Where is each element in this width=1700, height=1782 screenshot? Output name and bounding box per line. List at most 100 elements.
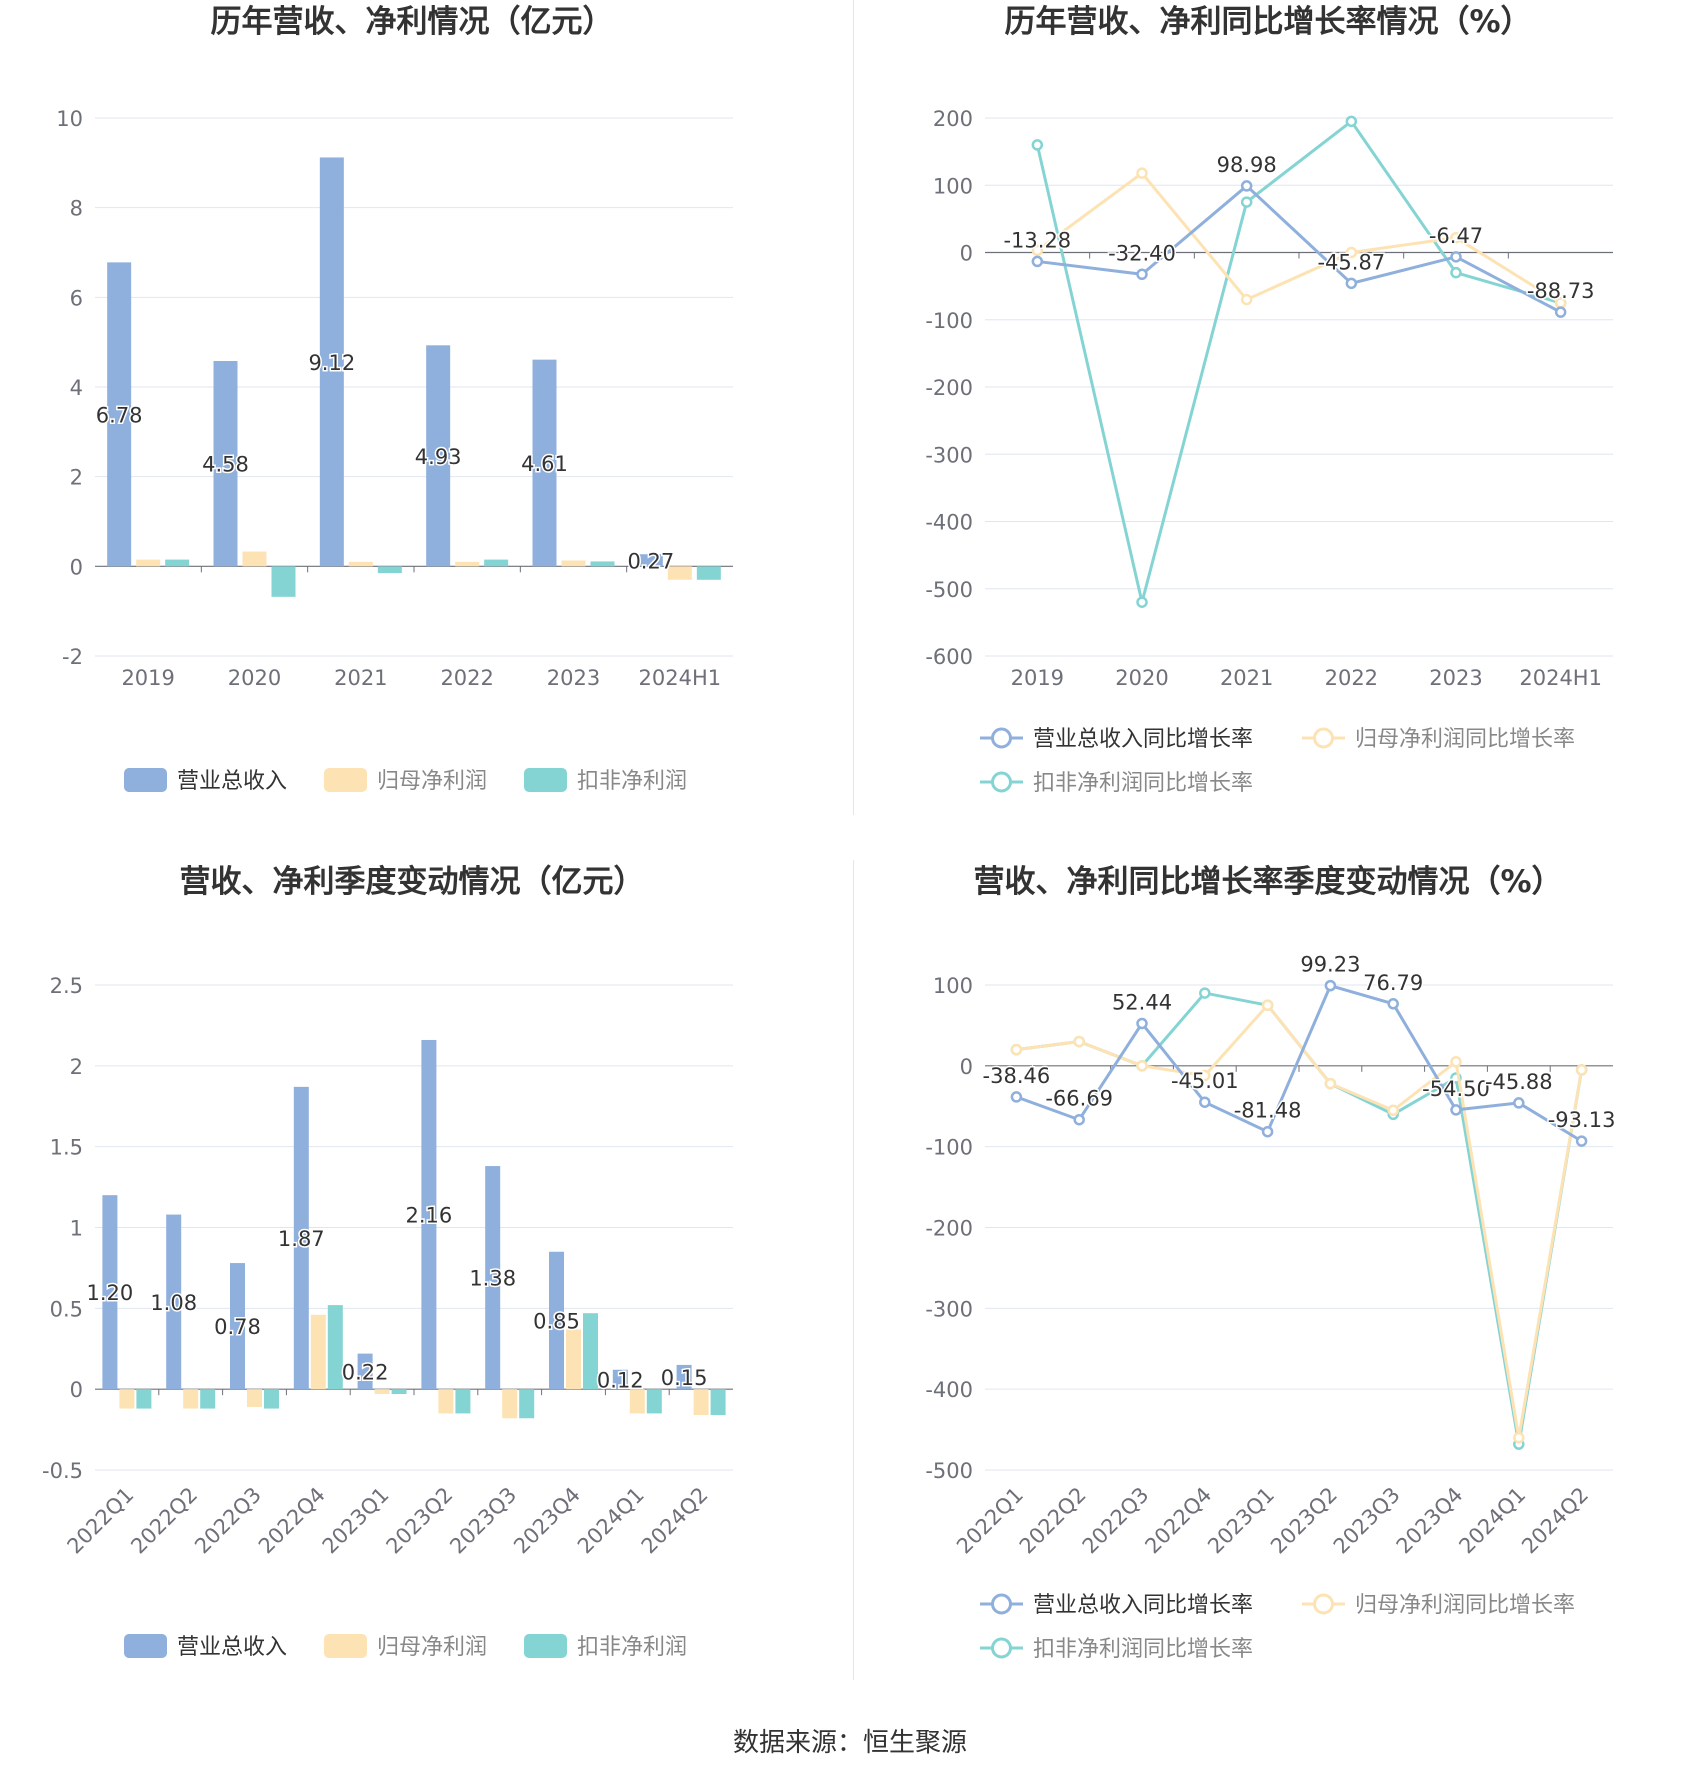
data-label: 99.23 — [1300, 953, 1360, 977]
data-label: -54.50 — [1422, 1077, 1490, 1101]
data-label: -45.88 — [1485, 1070, 1553, 1094]
data-point — [1513, 1431, 1525, 1444]
data-label: -6.47 — [1429, 224, 1483, 248]
data-label: 98.98 — [1217, 153, 1277, 177]
data-point — [1450, 266, 1462, 279]
data-point — [1136, 268, 1148, 281]
data-label: 0.12 — [597, 1368, 644, 1392]
data-label: 2.16 — [406, 1204, 453, 1228]
data-point — [1240, 180, 1253, 192]
legend-label: 营业总收入同比增长率 — [1033, 1593, 1253, 1618]
data-point — [1031, 255, 1044, 268]
legend-swatch — [1313, 727, 1334, 749]
data-point — [1387, 1104, 1399, 1117]
chart-quarterly-revenue-profit: 营收、净利季度变动情况（亿元） 2.5 2 1.5 1 0.5 0 -0.5 2022Q1 202… — [0, 860, 850, 1690]
series-line-adjusted-profit — [1035, 119, 1562, 603]
bar-net-profit — [136, 559, 161, 567]
data-label: -38.46 — [983, 1064, 1051, 1088]
bar-revenue — [549, 1251, 564, 1390]
bar-adjusted-profit — [710, 1389, 726, 1416]
series-line-revenue — [1037, 183, 1562, 314]
data-label: 1.38 — [469, 1267, 516, 1291]
data-point — [1387, 998, 1399, 1010]
bar-net-profit — [374, 1389, 390, 1395]
bar-adjusted-profit — [519, 1389, 535, 1419]
data-point — [1324, 979, 1337, 992]
data-point — [1240, 293, 1253, 306]
data-point — [1450, 251, 1462, 263]
y-tick-label: -200 — [925, 1217, 973, 1241]
bar-net-profit — [119, 1389, 135, 1409]
x-tick-label: 2021 — [1220, 666, 1273, 690]
x-tick-label: 2021 — [334, 666, 387, 690]
legend-label: 营业总收入 — [177, 1635, 287, 1660]
legend-swatch — [991, 1637, 1012, 1659]
data-point — [1136, 1060, 1148, 1072]
x-tick-label: 2019 — [121, 666, 174, 690]
x-tick-label: 2022Q1 — [63, 1483, 139, 1559]
data-point — [1575, 1135, 1588, 1147]
bar-adjusted-profit — [391, 1389, 407, 1395]
bar-net-profit — [183, 1389, 199, 1409]
data-label: 4.93 — [415, 445, 462, 469]
data-point — [1575, 1064, 1588, 1076]
legend-swatch — [524, 768, 567, 792]
legend-label: 扣非净利润 — [577, 769, 687, 794]
y-tick-label: -2 — [62, 645, 83, 669]
data-label: 9.12 — [308, 351, 355, 375]
y-tick-label: -300 — [925, 443, 973, 467]
data-label: 0.15 — [661, 1366, 708, 1390]
legend-swatch — [1313, 1593, 1334, 1615]
x-tick-label: 2022Q4 — [1140, 1483, 1216, 1559]
x-tick-label: 2020 — [228, 666, 281, 690]
legend-label: 营业总收入 — [177, 769, 287, 794]
x-tick-label: 2020 — [1115, 666, 1168, 690]
data-label: -45.87 — [1317, 250, 1385, 274]
bar-revenue — [421, 1039, 437, 1390]
bar-adjusted-profit — [327, 1305, 343, 1390]
x-tick-label: 2022Q3 — [1078, 1483, 1154, 1559]
bar-net-profit — [247, 1389, 262, 1407]
divider-bottom — [853, 860, 854, 1680]
bar-adjusted-profit — [264, 1389, 279, 1409]
legend-swatch — [124, 768, 167, 792]
x-tick-label: 2023Q2 — [382, 1483, 458, 1559]
line-chart-annual-growth: 历年营收、净利同比增长率情况（%） 200 100 0 -100 -200 -300 -400… — [925, 4, 1613, 796]
bar-net-profit — [629, 1389, 645, 1414]
data-point — [1450, 231, 1462, 244]
data-point — [1450, 1056, 1462, 1068]
bar-net-profit — [693, 1389, 709, 1416]
y-tick-label: 2 — [70, 466, 83, 490]
data-point — [1554, 306, 1567, 318]
x-tick-label: 2023Q1 — [318, 1483, 394, 1559]
legend-swatch — [991, 727, 1012, 749]
y-tick-label: 2.5 — [50, 974, 83, 998]
chart-title: 营收、净利季度变动情况（亿元） — [180, 864, 645, 900]
data-point — [1199, 987, 1211, 999]
legend-label: 归母净利润同比增长率 — [1355, 727, 1575, 752]
data-label: 0.27 — [627, 549, 674, 573]
data-point — [1136, 1017, 1148, 1030]
bar-adjusted-profit — [590, 561, 615, 567]
y-tick-label: -400 — [925, 1378, 973, 1402]
data-label: 4.61 — [521, 452, 568, 476]
bar-revenue — [230, 1263, 245, 1390]
bar-adjusted-profit — [136, 1389, 152, 1409]
y-tick-label: 100 — [933, 974, 973, 998]
x-tick-label: 2024H1 — [639, 666, 722, 690]
y-tick-label: -300 — [925, 1297, 973, 1321]
x-tick-label: 2023Q1 — [1203, 1483, 1279, 1559]
y-tick-label: 2 — [70, 1055, 83, 1079]
legend-label: 扣非净利润同比增长率 — [1033, 771, 1253, 796]
x-tick-label: 2023Q3 — [1329, 1483, 1405, 1559]
y-tick-label: 0 — [70, 1378, 83, 1402]
data-point — [1345, 246, 1358, 259]
x-tick-label: 2023Q2 — [1266, 1483, 1342, 1559]
y-tick-label: 0 — [70, 555, 83, 579]
bar-net-profit — [438, 1389, 454, 1414]
series-line-net-profit — [1016, 1002, 1584, 1438]
x-tick-label: 2022Q1 — [952, 1483, 1028, 1559]
legend-label: 扣非净利润 — [577, 1635, 687, 1660]
data-point — [1450, 1104, 1462, 1116]
bar-net-profit — [561, 560, 586, 567]
